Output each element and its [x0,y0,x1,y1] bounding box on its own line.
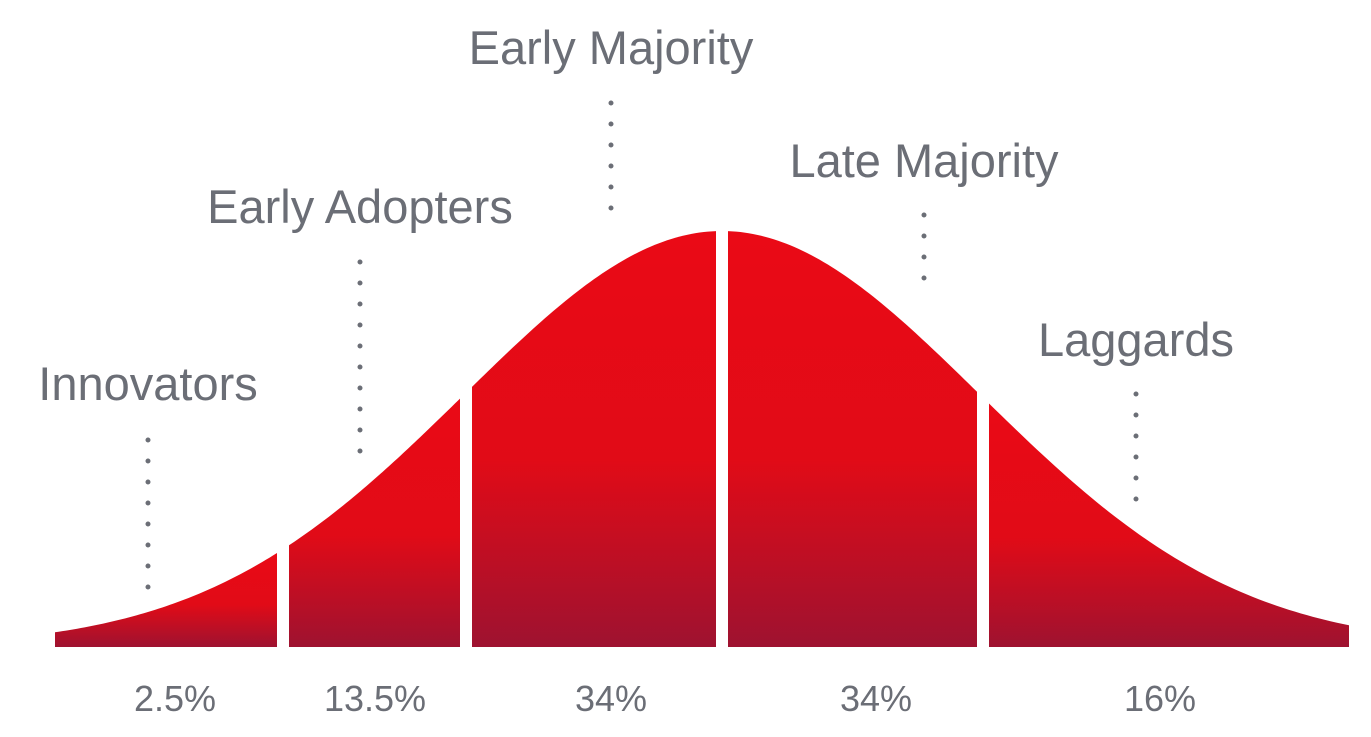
percent-label-innovators: 2.5% [134,678,216,719]
percent-label-laggards: 16% [1124,678,1196,719]
percent-label-late-majority: 34% [840,678,912,719]
bell-curve [55,231,1349,648]
category-label-early-majority: Early Majority [469,21,754,74]
category-label-laggards: Laggards [1038,313,1234,366]
category-label-innovators: Innovators [38,357,257,410]
curve-segment-early-majority [472,231,716,648]
leader-lines [145,100,1139,593]
curve-segment-late-majority [728,231,977,648]
category-label-late-majority: Late Majority [789,134,1059,187]
curve-segment-early-adopters [289,398,460,647]
curve-segment-innovators [55,553,277,647]
percent-label-early-adopters: 13.5% [324,678,426,719]
category-label-early-adopters: Early Adopters [207,180,513,233]
category-labels: Innovators Early Adopters Early Majority La… [38,21,1234,410]
curve-segment-laggards [989,403,1349,647]
percentage-labels: 2.5% 13.5% 34% 34% 16% [134,678,1196,719]
percent-label-early-majority: 34% [575,678,647,719]
